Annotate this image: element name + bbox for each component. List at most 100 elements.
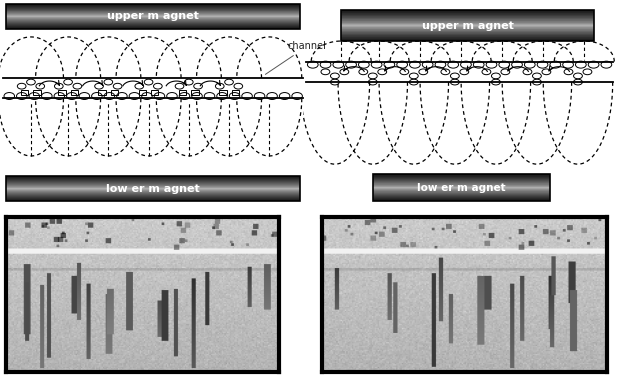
- Bar: [179, 90, 186, 95]
- Bar: [373, 193, 550, 194]
- Bar: [341, 11, 594, 12]
- Bar: [6, 21, 300, 22]
- Bar: [341, 38, 594, 39]
- Bar: [6, 197, 300, 198]
- Bar: [6, 176, 300, 177]
- Bar: [341, 17, 594, 18]
- Bar: [6, 28, 300, 29]
- Bar: [341, 39, 594, 40]
- Bar: [6, 186, 300, 187]
- Bar: [341, 15, 594, 16]
- Bar: [341, 10, 594, 11]
- Bar: [373, 179, 550, 180]
- Bar: [6, 198, 300, 199]
- Bar: [6, 19, 300, 20]
- Bar: [6, 200, 300, 201]
- Bar: [373, 193, 550, 194]
- Bar: [6, 7, 300, 8]
- Bar: [341, 38, 594, 39]
- Bar: [6, 4, 300, 29]
- Bar: [6, 178, 300, 179]
- Bar: [6, 184, 300, 185]
- Bar: [6, 27, 300, 28]
- Bar: [373, 180, 550, 181]
- Bar: [341, 25, 594, 26]
- Bar: [341, 24, 594, 25]
- Bar: [341, 19, 594, 20]
- Bar: [6, 196, 300, 197]
- Bar: [33, 90, 41, 95]
- Bar: [341, 33, 594, 34]
- Bar: [21, 90, 28, 95]
- Bar: [6, 25, 300, 26]
- Bar: [373, 176, 550, 177]
- Bar: [98, 90, 106, 95]
- Bar: [341, 22, 594, 23]
- Bar: [6, 192, 300, 193]
- Bar: [6, 189, 300, 190]
- Text: channel: channel: [266, 41, 327, 74]
- Bar: [373, 176, 550, 177]
- Bar: [373, 181, 550, 182]
- Bar: [6, 177, 300, 178]
- Bar: [341, 18, 594, 19]
- Bar: [6, 17, 300, 18]
- Bar: [71, 90, 78, 95]
- Bar: [341, 13, 594, 14]
- Bar: [373, 190, 550, 191]
- Bar: [341, 32, 594, 33]
- Bar: [6, 20, 300, 21]
- Bar: [341, 37, 594, 38]
- Bar: [341, 30, 594, 31]
- Bar: [341, 12, 594, 13]
- Bar: [6, 188, 300, 189]
- Bar: [373, 198, 550, 199]
- Text: low er m agnet: low er m agnet: [106, 184, 200, 194]
- Bar: [191, 90, 199, 95]
- Text: upper m agnet: upper m agnet: [422, 21, 513, 31]
- Bar: [6, 5, 300, 6]
- Bar: [6, 22, 300, 23]
- Bar: [373, 187, 550, 188]
- Bar: [341, 14, 594, 15]
- Bar: [6, 178, 300, 179]
- Bar: [6, 8, 300, 9]
- Bar: [6, 15, 300, 16]
- Bar: [341, 21, 594, 22]
- Bar: [6, 190, 300, 191]
- Bar: [219, 90, 227, 95]
- Bar: [341, 35, 594, 36]
- Bar: [341, 36, 594, 37]
- Bar: [6, 4, 300, 5]
- Bar: [6, 179, 300, 180]
- Bar: [6, 196, 300, 197]
- Bar: [6, 11, 300, 12]
- Bar: [341, 34, 594, 35]
- Bar: [6, 181, 300, 182]
- Bar: [373, 191, 550, 192]
- Bar: [6, 176, 300, 201]
- Bar: [6, 187, 300, 188]
- Bar: [341, 20, 594, 21]
- Bar: [373, 174, 550, 175]
- Bar: [6, 193, 300, 194]
- Bar: [373, 196, 550, 197]
- Bar: [6, 195, 300, 196]
- Bar: [341, 27, 594, 28]
- Bar: [373, 192, 550, 193]
- Bar: [373, 175, 550, 176]
- Bar: [6, 23, 300, 24]
- Bar: [373, 185, 550, 186]
- Bar: [6, 15, 300, 16]
- Bar: [373, 194, 550, 195]
- Bar: [373, 177, 550, 178]
- Bar: [373, 189, 550, 190]
- Bar: [6, 191, 300, 192]
- Bar: [6, 18, 300, 19]
- Bar: [341, 10, 594, 41]
- Bar: [341, 29, 594, 30]
- Bar: [373, 184, 550, 185]
- Bar: [341, 23, 594, 24]
- Bar: [341, 26, 594, 27]
- Bar: [151, 90, 158, 95]
